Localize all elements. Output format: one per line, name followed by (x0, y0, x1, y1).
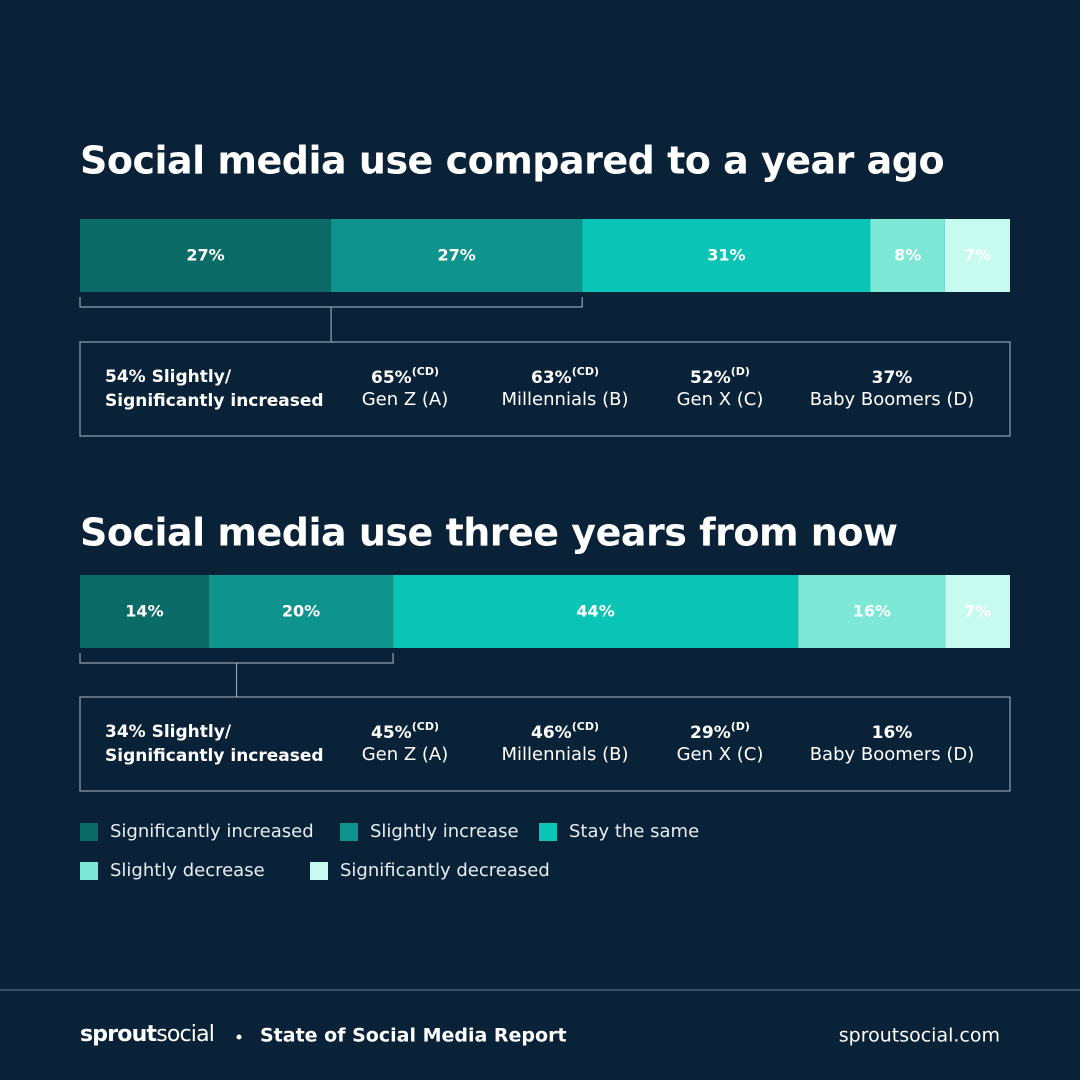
group-value: 63%(CD) (531, 365, 599, 388)
group-value-text: 46% (531, 723, 572, 743)
segment-label: 27% (438, 246, 476, 265)
bar-segment (798, 575, 946, 648)
group-value: 16% (872, 723, 913, 743)
segment-label: 14% (125, 602, 163, 621)
group-value-text: 52% (690, 368, 731, 388)
legend-swatch (310, 862, 328, 880)
group-label: Millennials (B) (502, 744, 629, 765)
legend-swatch (80, 862, 98, 880)
segment-label: 7% (964, 246, 991, 265)
legend-label: Slightly increase (370, 821, 519, 842)
group-note: (CD) (572, 720, 599, 733)
group-value-text: 37% (872, 368, 913, 388)
group-note: (D) (731, 365, 750, 378)
brand-logo: sproutsocial (80, 1022, 214, 1047)
legend-label: Significantly increased (110, 821, 314, 842)
legend-label: Stay the same (569, 821, 699, 842)
group-label: Gen X (C) (677, 389, 764, 410)
segment-label: 44% (576, 602, 614, 621)
group-note: (CD) (572, 365, 599, 378)
bracket (79, 297, 583, 342)
group-label: Gen X (C) (677, 744, 764, 765)
segment-label: 7% (964, 602, 991, 621)
legend-swatch (80, 823, 98, 841)
group-label: Baby Boomers (D) (810, 744, 975, 765)
legend-label: Slightly decrease (110, 860, 265, 881)
legend-label: Significantly decreased (340, 860, 550, 881)
summary-box (79, 341, 1011, 437)
bar-segment (331, 219, 583, 292)
group-label: Gen Z (A) (362, 744, 449, 765)
segment-label: 31% (707, 246, 745, 265)
group-value: 52%(D) (690, 365, 750, 388)
summary-lead: Significantly increased (105, 391, 324, 411)
bar-segment (870, 219, 945, 292)
segment-label: 20% (282, 602, 320, 621)
group-value: 45%(CD) (371, 720, 439, 743)
group-label: Millennials (B) (502, 389, 629, 410)
summary-lead: 34% Slightly/ (105, 722, 232, 742)
separator-dot (236, 1034, 242, 1040)
group-value-text: 29% (690, 723, 731, 743)
brand-part: sprout (80, 1022, 157, 1047)
group-note: (CD) (412, 365, 439, 378)
bar-segment (944, 219, 1010, 292)
group-value-text: 65% (371, 368, 412, 388)
report-name: State of Social Media Report (260, 1025, 567, 1047)
bracket (79, 653, 394, 697)
brand-part: social (156, 1022, 214, 1047)
group-note: (CD) (412, 720, 439, 733)
website: sproutsocial.com (839, 1025, 1000, 1047)
group-value: 65%(CD) (371, 365, 439, 388)
group-value: 37% (872, 368, 913, 388)
legend-swatch (340, 823, 358, 841)
legend-swatch (539, 823, 557, 841)
group-note: (D) (731, 720, 750, 733)
bar-segment (582, 219, 871, 292)
summary-box (79, 696, 1011, 792)
bar-segment (393, 575, 799, 648)
segment-label: 27% (186, 246, 224, 265)
chart-title: Social media use three years from now (80, 511, 898, 555)
bar-segment (80, 219, 332, 292)
group-label: Gen Z (A) (362, 389, 449, 410)
summary-lead: Significantly increased (105, 746, 324, 766)
bar-segment (208, 575, 394, 648)
bar-segment (945, 575, 1010, 648)
group-value-text: 16% (872, 723, 913, 743)
summary-lead: 54% Slightly/ (105, 367, 232, 387)
segment-label: 8% (894, 246, 921, 265)
group-value-text: 45% (371, 723, 412, 743)
bar-segment (80, 575, 209, 648)
segment-label: 16% (853, 602, 891, 621)
group-value: 29%(D) (690, 720, 750, 743)
group-label: Baby Boomers (D) (810, 389, 975, 410)
chart-title: Social media use compared to a year ago (80, 139, 944, 183)
group-value: 46%(CD) (531, 720, 599, 743)
group-value-text: 63% (531, 368, 572, 388)
